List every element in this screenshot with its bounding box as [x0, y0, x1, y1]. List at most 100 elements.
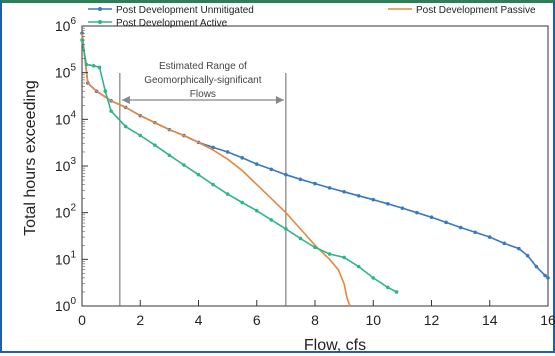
- y-tick-label: 106: [55, 16, 77, 34]
- series-point-2: [91, 64, 96, 68]
- y-tick-exponent: 6: [70, 16, 76, 27]
- series-point-2: [109, 109, 113, 113]
- y-tick-label: 105: [55, 63, 77, 81]
- series-point-2: [356, 264, 361, 269]
- series-point-2: [123, 124, 128, 129]
- y-tick-base: 10: [55, 205, 71, 221]
- y-tick-base: 10: [55, 251, 71, 267]
- series-point-2: [342, 255, 346, 260]
- y-tick-base: 10: [55, 111, 71, 127]
- y-tick-label: 100: [55, 296, 77, 314]
- series-point-2: [254, 208, 259, 213]
- annotation-text-line: Estimated Range of: [159, 61, 247, 72]
- series-point-0: [444, 220, 448, 225]
- series-point-2: [394, 290, 399, 294]
- series-point-0: [502, 241, 507, 246]
- series-point-0: [458, 225, 463, 230]
- series-point-0: [400, 206, 405, 210]
- annotation-text-line: Geomorphically-significant: [144, 75, 261, 86]
- series-point-0: [517, 246, 521, 251]
- x-tick-label: 8: [311, 312, 319, 328]
- series-point-2: [240, 200, 244, 205]
- y-tick-exponent: 5: [70, 63, 76, 74]
- legend: Post Development Unmitigated Post Develop…: [88, 5, 536, 29]
- legend-label-0: Post Development Unmitigated: [116, 5, 254, 16]
- y-tick-exponent: 4: [70, 109, 76, 120]
- series-point-0: [254, 162, 259, 166]
- y-tick-label: 102: [55, 203, 77, 221]
- x-tick-label: 10: [365, 312, 381, 328]
- series-point-2: [84, 62, 89, 67]
- series-point-2: [196, 172, 201, 177]
- series-point-0: [211, 145, 215, 150]
- series-point-0: [386, 201, 390, 206]
- series-point-0: [269, 167, 274, 172]
- series-point-2: [182, 163, 186, 167]
- legend-label-2: Post Development Active: [116, 18, 228, 29]
- y-tick-label: 101: [55, 249, 77, 267]
- y-tick-base: 10: [55, 65, 71, 81]
- series-point-2: [386, 285, 390, 290]
- series-point-0: [225, 150, 230, 154]
- series-line-2: [81, 39, 397, 293]
- plot-area: [81, 25, 549, 307]
- legend-marker-0: [98, 7, 102, 11]
- y-axis-label: Total hours exceeding: [22, 80, 39, 236]
- y-tick-label: 104: [55, 109, 77, 127]
- series-point-0: [525, 253, 530, 258]
- x-tick-label: 6: [253, 312, 261, 328]
- y-tick-base: 10: [55, 298, 71, 314]
- series-point-2: [327, 252, 332, 256]
- series-point-2: [138, 133, 143, 138]
- series-point-0: [284, 172, 288, 177]
- y-tick-base: 10: [55, 158, 71, 174]
- series-point-2: [97, 65, 102, 70]
- series-point-0: [415, 210, 419, 215]
- series-line-1: [81, 33, 351, 307]
- x-tick-label: 16: [540, 312, 555, 328]
- series-point-2: [371, 276, 376, 280]
- series-point-0: [546, 276, 550, 280]
- x-tick-label: 4: [195, 312, 203, 328]
- flow-duration-chart: Estimated Range of Geomorphically-signifi…: [22, 5, 555, 354]
- series-point-0: [487, 235, 492, 239]
- annotation-text-line: Flows: [190, 89, 216, 100]
- legend-label-1: Post Development Passive: [416, 5, 536, 16]
- series-point-0: [543, 273, 547, 278]
- y-tick-exponent: 1: [70, 249, 76, 260]
- series-point-2: [225, 192, 230, 196]
- annotation-group: Estimated Range of Geomorphically-signifi…: [119, 61, 287, 306]
- y-tick-exponent: 3: [70, 156, 76, 167]
- range-arrow-left-head: [121, 96, 130, 104]
- legend-marker-2: [98, 20, 102, 24]
- series-point-2: [153, 143, 157, 147]
- series-point-0: [240, 155, 244, 160]
- series-point-2: [211, 182, 215, 187]
- y-tick-exponent: 0: [70, 296, 76, 307]
- x-axis-label: Flow, cfs: [304, 337, 366, 354]
- x-tick-label: 12: [424, 312, 440, 328]
- series-point-2: [298, 236, 303, 241]
- y-tick-exponent: 2: [70, 203, 76, 214]
- series-point-0: [298, 177, 303, 182]
- series-point-0: [327, 186, 332, 190]
- series-point-0: [342, 189, 346, 194]
- series-point-0: [313, 181, 317, 186]
- series-point-0: [534, 264, 539, 269]
- x-tick-label: 14: [482, 312, 498, 328]
- series-point-0: [429, 215, 434, 219]
- series-point-2: [313, 245, 317, 250]
- x-tick-label: 2: [136, 312, 144, 328]
- y-tick-base: 10: [55, 18, 71, 34]
- series-point-0: [473, 230, 477, 235]
- plot-box: [81, 25, 549, 307]
- series-point-2: [103, 89, 108, 94]
- x-tick-label: 0: [78, 312, 86, 328]
- series-group: [80, 31, 550, 307]
- series-point-0: [356, 193, 361, 198]
- series-point-2: [167, 153, 172, 158]
- range-arrow-right-head: [275, 96, 284, 104]
- series-point-2: [284, 227, 288, 231]
